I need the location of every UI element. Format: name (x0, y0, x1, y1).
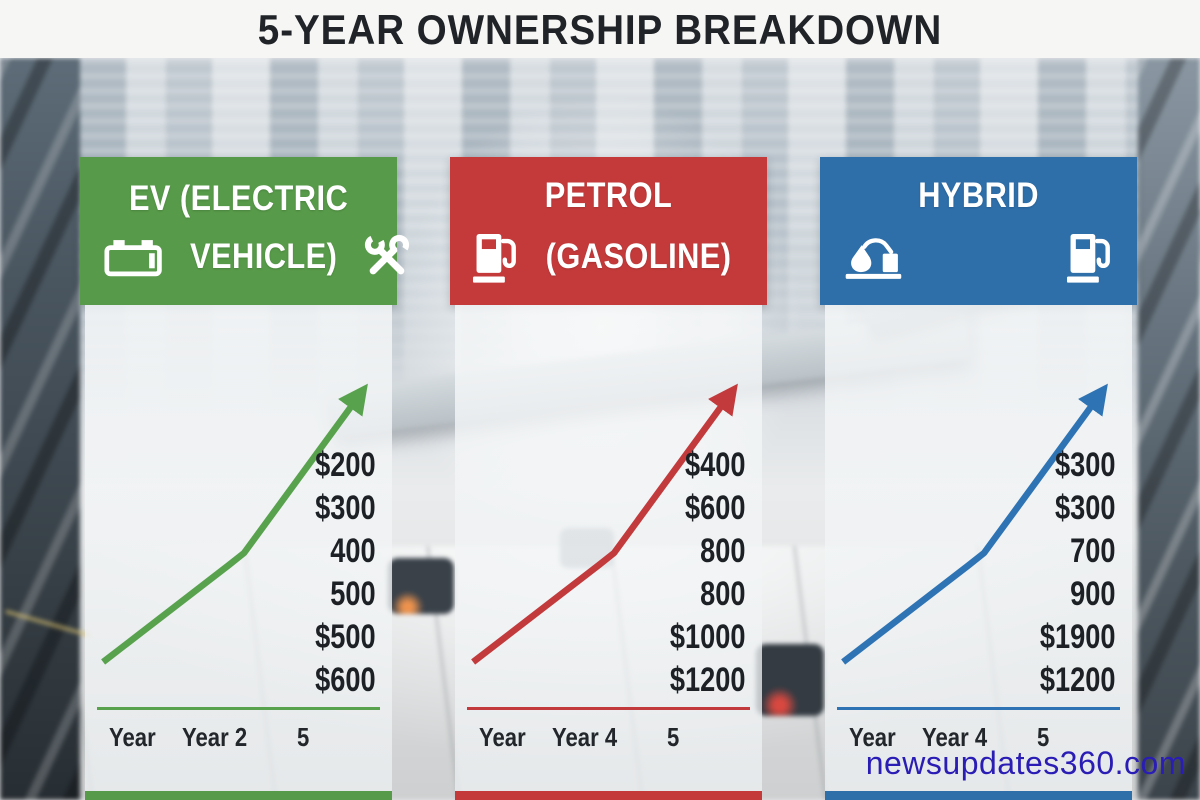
background-car (388, 558, 454, 614)
panel-hybrid: HYBRID (820, 157, 1137, 800)
cost-value: 500 (330, 575, 376, 613)
x-axis-label: Year 4 (552, 722, 618, 752)
x-axis-label: 5 (667, 722, 680, 752)
x-axis-line (837, 707, 1120, 710)
cost-value: $300 (1055, 446, 1116, 484)
cost-value: 700 (1070, 532, 1116, 570)
panel-ev: EV (ELECTRIC VEHICLE) (80, 157, 410, 800)
panel-petrol-title-line2: (GASOLINE) (545, 237, 732, 276)
cost-value: $1000 (670, 618, 746, 656)
x-axis-label: Year 4 (922, 722, 988, 752)
x-axis-labels: Year Year 4 5 (825, 722, 1132, 752)
cost-value: $300 (315, 489, 376, 527)
trend-arrow-chart (471, 383, 738, 665)
cost-value: $500 (315, 618, 376, 656)
panel-footer-strip (85, 791, 392, 800)
trend-arrow-chart (101, 383, 368, 665)
cost-value: $600 (685, 489, 746, 527)
panel-petrol-title-line1: PETROL (544, 176, 673, 215)
background-car (756, 644, 824, 716)
cost-value: 400 (330, 532, 376, 570)
panel-petrol: PETROL (GASOLINE) (450, 157, 767, 800)
x-axis-label: Year (479, 722, 526, 752)
fuel-pump-icon (472, 228, 519, 286)
x-axis-label: 5 (1037, 722, 1050, 752)
title-band (0, 0, 1200, 58)
cost-values: $200 $300 400 500 $500 $600 (300, 444, 376, 702)
panel-footer-strip (825, 791, 1132, 800)
x-axis-label: Year 2 (182, 722, 248, 752)
background-right-edge (1138, 58, 1200, 800)
cost-values: $400 $600 800 800 $1000 $1200 (651, 444, 746, 702)
cost-value: 900 (1070, 575, 1116, 613)
trend-arrow-chart (841, 383, 1108, 665)
x-axis-label: 5 (297, 722, 310, 752)
cost-value: 800 (700, 575, 746, 613)
panel-ev-body: $200 $300 400 500 $500 $600 Year Year 2 … (85, 305, 392, 800)
oil-can-icon (844, 233, 908, 281)
x-axis-labels: Year Year 2 5 (85, 722, 392, 752)
x-axis-line (97, 707, 380, 710)
panel-footer-strip (455, 791, 762, 800)
x-axis-labels: Year Year 4 5 (455, 722, 762, 752)
panel-ev-title-line2: VEHICLE) (190, 237, 338, 276)
panel-hybrid-header: HYBRID (820, 157, 1137, 305)
cost-value: 800 (700, 532, 746, 570)
lane-marking (5, 609, 91, 637)
x-axis-line (467, 707, 750, 710)
cost-value: $300 (1055, 489, 1116, 527)
cost-value: $1200 (670, 661, 746, 699)
cost-values: $300 $300 700 900 $1900 $1200 (1021, 444, 1116, 702)
background-left-edge (0, 58, 91, 800)
panel-petrol-header: PETROL (GASOLINE) (450, 157, 767, 305)
panel-hybrid-body: $300 $300 700 900 $1900 $1200 Year Year … (825, 305, 1132, 800)
x-axis-label: Year (109, 722, 156, 752)
crossed-wrenches-icon (361, 231, 413, 283)
cost-value: $1900 (1040, 618, 1116, 656)
cost-value: $400 (685, 446, 746, 484)
x-axis-label: Year (849, 722, 896, 752)
panel-petrol-body: $400 $600 800 800 $1000 $1200 Year Year … (455, 305, 762, 800)
page-title: 5-YEAR OWNERSHIP BREAKDOWN (257, 6, 943, 53)
cost-value: $1200 (1040, 661, 1116, 699)
watermark: newsupdates360.com (865, 745, 1186, 781)
cost-value: $200 (315, 446, 376, 484)
cost-value: $600 (315, 661, 376, 699)
panel-hybrid-title: HYBRID (918, 176, 1039, 215)
battery-icon (104, 236, 166, 278)
panel-ev-header: EV (ELECTRIC VEHICLE) (80, 157, 410, 305)
fuel-pump-icon (1067, 228, 1113, 286)
panel-ev-title-line1: EV (ELECTRIC (128, 179, 349, 218)
